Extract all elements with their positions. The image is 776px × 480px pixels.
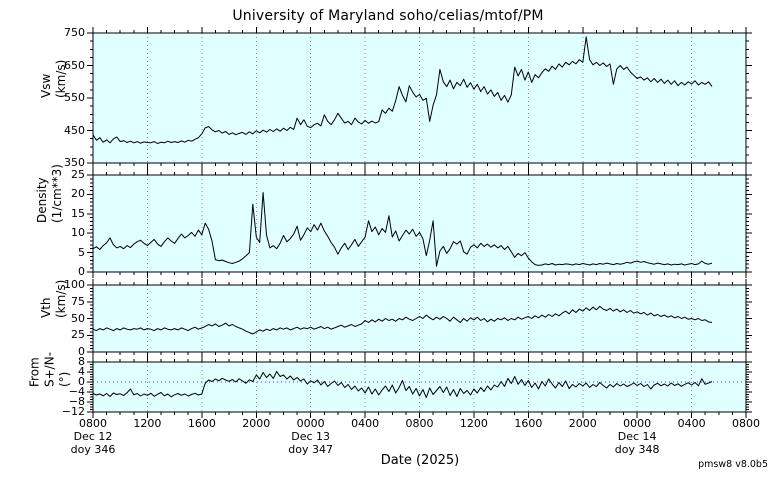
x-tick-label: 0400	[677, 417, 706, 430]
y-tick-label: −4	[68, 385, 85, 398]
x-tick-label: 0400	[351, 417, 380, 430]
y-tick-label: 8	[78, 355, 85, 368]
x-tick-label: 1600	[187, 417, 216, 430]
date-annotation: Dec 13 doy 347	[288, 430, 334, 456]
y-tick-label: 0	[78, 265, 85, 278]
y-tick-label: 0	[78, 345, 85, 358]
y-tick-label: 50	[71, 311, 85, 325]
version-label: pmsw8 v8.0b5	[698, 459, 768, 470]
y-tick-label: 5	[78, 245, 85, 259]
y-tick-label: 750	[64, 26, 85, 39]
y-tick-label: 0	[78, 375, 85, 388]
x-tick-label: 0800	[405, 417, 434, 430]
y-tick-label: 550	[64, 91, 85, 104]
y-tick-label: 350	[64, 156, 85, 169]
y-tick-label: −12	[61, 405, 85, 418]
x-tick-label: 0800	[732, 417, 760, 430]
chart-title: University of Maryland soho/celias/mtof/…	[232, 8, 544, 24]
y-tick-label: 25	[71, 168, 85, 181]
date-annotation: Dec 12 doy 346	[70, 430, 116, 456]
x-tick-label: 0000	[623, 417, 652, 430]
y-tick-label: 20	[71, 187, 85, 201]
y-tick-label: 10	[71, 226, 85, 240]
y-tick-label: 25	[71, 328, 85, 342]
y-tick-label: 4	[78, 365, 85, 378]
y-tick-label: 100	[64, 278, 85, 291]
y-tick-label: 650	[64, 58, 85, 72]
y-tick-label: −8	[68, 395, 85, 408]
x-axis-label: Date (2025)	[380, 453, 460, 468]
y-tick-label: 450	[64, 123, 85, 137]
date-annotation: Dec 14 doy 348	[614, 430, 660, 456]
x-tick-label: 0000	[296, 417, 325, 430]
x-tick-label: 1200	[133, 417, 162, 430]
x-tick-label: 2000	[242, 417, 271, 430]
y-tick-label: 75	[71, 294, 85, 308]
x-tick-label: 0800	[79, 417, 107, 430]
x-tick-label: 2000	[568, 417, 597, 430]
y-tick-label: 15	[71, 206, 85, 220]
x-tick-label: 1200	[459, 417, 488, 430]
x-tick-label: 1600	[514, 417, 543, 430]
